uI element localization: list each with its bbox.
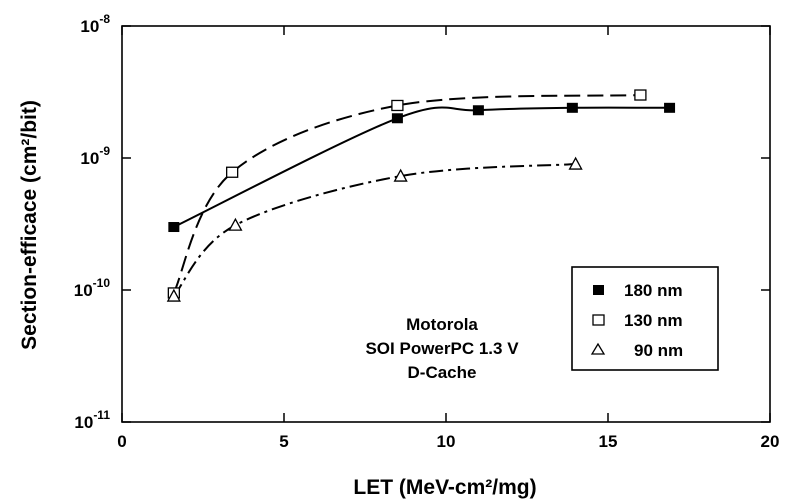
data-point-130nm: [226, 166, 239, 178]
data-point-180nm: [566, 102, 578, 113]
legend-marker-90nm: [590, 342, 606, 355]
y-tick-label: 10-8: [80, 12, 110, 36]
legend-label-130nm: 130 nm: [624, 311, 683, 330]
series-line-180nm: [173, 106, 670, 228]
x-tick-label: 20: [761, 432, 780, 451]
series-line-90nm: [173, 163, 576, 297]
data-point-90nm: [393, 168, 408, 182]
annotation-line-2: SOI PowerPC 1.3 V: [365, 339, 519, 358]
legend-label-90nm: 90 nm: [634, 341, 683, 360]
data-point-180nm: [168, 222, 180, 233]
series-line-130nm: [172, 94, 641, 294]
data-point-90nm: [568, 156, 583, 170]
y-axis-title: Section-efficace (cm²/bit): [18, 100, 41, 350]
data-point-130nm: [634, 89, 647, 101]
data-point-180nm: [391, 113, 403, 124]
legend-label-180nm: 180 nm: [624, 281, 683, 300]
x-tick-label: 15: [599, 432, 618, 451]
data-point-90nm: [166, 288, 181, 302]
legend-marker-130nm: [592, 314, 605, 326]
legend-marker-180nm: [593, 285, 604, 295]
annotation: Motorola SOI PowerPC 1.3 V D-Cache: [365, 315, 519, 382]
data-point-180nm: [664, 102, 676, 113]
data-point-180nm: [472, 105, 484, 116]
data-point-90nm: [228, 217, 243, 231]
x-tick-label: 0: [117, 432, 126, 451]
x-tick-label: 5: [279, 432, 288, 451]
x-axis-title: LET (MeV-cm²/mg): [353, 476, 536, 499]
annotation-line-3: D-Cache: [408, 363, 477, 382]
x-tick-label: 10: [437, 432, 456, 451]
y-tick-label: 10-9: [80, 144, 110, 168]
y-tick-label: 10-10: [74, 276, 111, 300]
annotation-line-1: Motorola: [406, 315, 478, 334]
y-tick-label: 10-11: [74, 408, 110, 432]
data-point-130nm: [391, 99, 404, 112]
legend: 180 nm 130 nm 90 nm: [571, 266, 719, 371]
